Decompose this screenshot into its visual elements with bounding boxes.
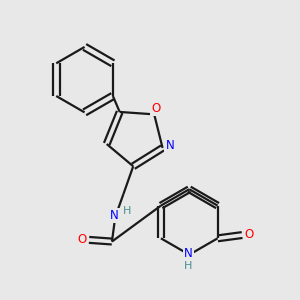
Text: H: H [122, 206, 131, 216]
Text: N: N [184, 247, 193, 260]
Text: H: H [183, 261, 192, 271]
Text: O: O [77, 233, 86, 246]
Text: O: O [151, 102, 160, 115]
Text: N: N [165, 139, 174, 152]
Text: O: O [245, 228, 254, 241]
Text: N: N [110, 209, 119, 222]
